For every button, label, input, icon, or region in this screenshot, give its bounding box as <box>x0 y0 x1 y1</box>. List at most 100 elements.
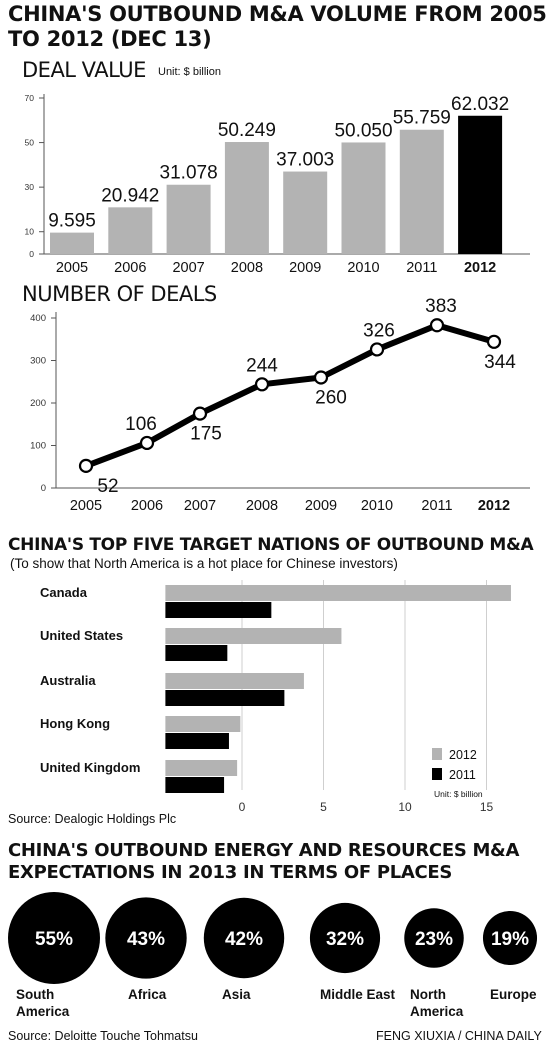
x-tick-label: 2010 <box>361 498 393 514</box>
expectation-bubble <box>105 897 187 979</box>
energy-expectations-title: CHINA'S OUTBOUND ENERGY AND RESOURCES M&… <box>8 840 520 883</box>
deals-data-point <box>139 435 155 451</box>
deal-value-unit: Unit: $ billion <box>158 66 221 78</box>
bar-2012 <box>165 716 241 732</box>
y-tick-label: 100 <box>30 441 46 452</box>
bar-value-label: 50.050 <box>334 120 392 141</box>
x-tick-label: 2007 <box>184 498 216 514</box>
expectation-bubble <box>482 910 538 966</box>
region-label-line: South <box>16 987 54 1002</box>
x-tick-label: 2008 <box>246 498 278 514</box>
expectation-bubble <box>8 892 100 984</box>
x-tick-label: 2008 <box>231 260 263 276</box>
legend-swatch-2012 <box>432 748 442 760</box>
bubble-percent-label: 43% <box>127 929 165 950</box>
x-tick-label: 2012 <box>478 498 510 514</box>
bar-2011 <box>165 645 228 661</box>
deal-value-bar <box>283 171 328 254</box>
bar-value-label: 37.003 <box>276 150 334 171</box>
bar-value-label: 50.249 <box>218 120 276 141</box>
bar-2011 <box>165 602 272 618</box>
bubble-percent-label: 42% <box>225 929 263 950</box>
x-tick-label: 0 <box>239 800 246 814</box>
number-of-deals-heading: NUMBER OF DEALS <box>22 282 217 306</box>
bar-value-label: 9.595 <box>48 211 96 232</box>
legend-swatch-2011 <box>432 768 442 780</box>
deals-value-label: 52 <box>97 476 118 497</box>
y-tick-label: 400 <box>30 313 46 324</box>
author-credit: FENG XIUXIA / CHINA DAILY <box>376 1029 542 1043</box>
bar-2011 <box>165 777 225 793</box>
energy-expectations-bubbles: 55% South America 43% Africa 42% Asia 32% Middle… <box>8 892 538 1019</box>
page-title: CHINA'S OUTBOUND M&A VOLUME FROM 2005 TO… <box>8 2 547 51</box>
deals-value-label: 383 <box>425 296 457 317</box>
deal-value-bar <box>399 129 444 254</box>
energy-expectations-source: Source: Deloitte Touche Tohmatsu <box>8 1029 198 1043</box>
deal-value-bar <box>166 184 211 254</box>
bubble-percent-label: 55% <box>35 929 73 950</box>
deal-value-bar <box>341 142 386 254</box>
x-tick-label: 2009 <box>305 498 337 514</box>
y-tick-label: 300 <box>30 356 46 367</box>
bar-value-label: 55.759 <box>393 108 451 129</box>
deals-value-label: 326 <box>363 320 395 341</box>
deals-data-point <box>429 318 445 333</box>
deals-value-label: 260 <box>315 388 347 409</box>
bar-2012 <box>165 760 238 776</box>
x-tick-label: 2005 <box>56 260 88 276</box>
deals-value-label: 175 <box>190 424 222 445</box>
target-nations-source: Source: Dealogic Holdings Plc <box>8 812 177 826</box>
expectation-bubble <box>203 897 285 979</box>
bar-value-label: 62.032 <box>451 94 509 115</box>
legend-unit: Unit: $ billion <box>434 789 483 799</box>
region-label-line: Asia <box>222 987 251 1002</box>
nation-label: United Kingdom <box>40 760 140 775</box>
x-tick-label: 15 <box>480 800 494 814</box>
deal-value-bar-chart: 0 10 30 50 70 9.595 2005 20.942 2006 31.078 2007 50… <box>25 93 530 276</box>
x-tick-label: 2006 <box>114 260 146 276</box>
x-tick-label: 2010 <box>347 260 379 276</box>
deals-data-point <box>313 370 329 385</box>
bar-2011 <box>165 733 229 749</box>
target-nations-bar-chart: 0 5 10 15 Canada United States Australia Hong K… <box>40 580 511 814</box>
nation-label: Canada <box>40 585 88 600</box>
region-label-line: Europe <box>490 987 537 1002</box>
x-tick-label: 2007 <box>172 260 204 276</box>
deals-value-label: 244 <box>246 355 278 376</box>
y-tick-label: 70 <box>25 93 35 103</box>
nation-label: Hong Kong <box>40 716 110 731</box>
y-tick-label: 30 <box>25 182 35 192</box>
region-label-line: North <box>410 987 446 1002</box>
region-label: Africa <box>128 987 167 1002</box>
legend-label-2011: 2011 <box>449 768 476 782</box>
deals-data-point <box>192 406 208 421</box>
y-tick-label: 0 <box>29 249 34 259</box>
bar-value-label: 20.942 <box>101 185 159 206</box>
expectation-bubble <box>404 908 464 968</box>
deal-value-bar <box>50 232 94 254</box>
deals-value-label: 106 <box>125 414 157 435</box>
deal-value-bar <box>108 207 153 254</box>
bubble-percent-label: 23% <box>415 929 453 950</box>
bar-2011 <box>165 690 285 706</box>
deals-data-point <box>78 458 94 473</box>
bar-2012 <box>165 585 511 601</box>
deals-data-point <box>486 334 502 349</box>
bar-2012 <box>165 628 342 644</box>
expectation-bubble <box>309 902 381 974</box>
deal-value-bar <box>224 142 269 254</box>
y-tick-label: 10 <box>25 227 35 237</box>
region-label-line: America <box>410 1004 464 1019</box>
deals-data-point <box>369 342 385 357</box>
region-label: North America <box>410 987 464 1019</box>
bubble-percent-label: 19% <box>491 929 529 950</box>
bubble-percent-label: 32% <box>326 929 364 950</box>
region-label: Europe <box>490 987 537 1002</box>
nation-label: Australia <box>40 673 96 688</box>
number-of-deals-line-chart: 0 100 200 300 400 52 106 175 244 260 326 383 344 2005… <box>30 296 530 514</box>
deal-value-bar <box>458 115 503 254</box>
x-tick-label: 2005 <box>70 498 102 514</box>
x-tick-label: 2011 <box>421 498 452 514</box>
target-nations-title: CHINA'S TOP FIVE TARGET NATIONS OF OUTBO… <box>8 535 534 555</box>
